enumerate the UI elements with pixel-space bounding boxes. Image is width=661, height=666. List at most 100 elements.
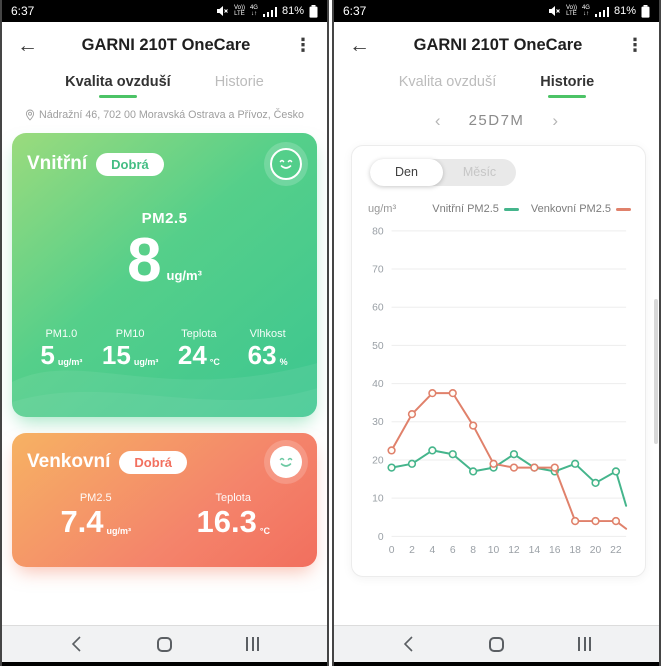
air-quality-content: Nádražní 46, 702 00 Moravská Ostrava a P…	[2, 99, 327, 625]
page-title: GARNI 210T OneCare	[413, 35, 583, 54]
stat-outdoor-pm25: PM2.5 7.4 ug/m³	[60, 492, 132, 539]
svg-text:12: 12	[508, 545, 520, 556]
legend-indoor-dash	[503, 207, 519, 211]
battery-percent: 81%	[281, 5, 304, 17]
screen-bottom-edge	[2, 662, 327, 666]
battery-icon	[641, 4, 650, 18]
pm25-line-chart: 0 10 20 30 40 50 60 70 80 0 2 4 6 8 10 12 14 16 18 20 22	[372, 226, 628, 556]
tab-air-quality[interactable]: Kvalita ovzduší	[63, 70, 173, 99]
indoor-main-unit: ug/m³	[166, 268, 202, 284]
legend-outdoor-dash	[616, 207, 631, 211]
svg-text:8: 8	[470, 545, 476, 556]
svg-text:50: 50	[372, 341, 384, 352]
indoor-quality-badge: Dobrá	[96, 152, 164, 176]
stat-pm1: PM1.0 5 ug/m³	[40, 328, 83, 371]
battery-icon	[309, 4, 318, 18]
nav-home-button[interactable]	[466, 629, 526, 659]
tab-history[interactable]: Historie	[538, 70, 596, 99]
svg-text:0: 0	[389, 545, 395, 556]
nav-back-icon	[404, 636, 413, 652]
indoor-title: Vnitřní	[27, 153, 88, 174]
svg-text:80: 80	[372, 226, 384, 237]
nav-recents-button[interactable]	[223, 629, 283, 659]
svg-text:2: 2	[409, 545, 415, 556]
chart-legend: ug/m³ Vnitřní PM2.5 Venkovní PM2.5	[368, 203, 631, 215]
legend-outdoor: Venkovní PM2.5	[531, 203, 631, 215]
signal-icon	[594, 6, 609, 17]
chart-area: 0 10 20 30 40 50 60 70 80 0 2 4 6 8 10 12 14 16 18 20 22	[362, 219, 635, 566]
nav-home-button[interactable]	[134, 629, 194, 659]
svg-text:70: 70	[372, 264, 384, 275]
tab-history[interactable]: Historie	[214, 74, 264, 90]
outdoor-stats-row: PM2.5 7.4 ug/m³ Teplota 16.3 °C	[27, 492, 302, 539]
date-next-button[interactable]: ›	[552, 111, 559, 130]
svg-text:20: 20	[590, 545, 602, 556]
back-button[interactable]: ←	[17, 33, 38, 57]
indoor-main-value: 8	[127, 226, 162, 295]
y-axis-unit-label: ug/m³	[368, 203, 397, 215]
android-nav-bar	[334, 625, 659, 662]
wave-decoration	[12, 363, 317, 417]
status-bar: 6:37 Vo)) LTE 4G ↓↑ 81%	[2, 0, 327, 22]
nav-back-button[interactable]	[46, 629, 106, 659]
history-chart-card: Den Měsíc ug/m³ Vnitřní PM2.5 Venkovní P…	[351, 145, 646, 577]
location-pin-icon	[25, 109, 35, 121]
mute-icon	[216, 6, 228, 16]
indoor-main-label: PM2.5	[141, 210, 188, 227]
back-button[interactable]: ←	[349, 33, 370, 57]
location-row: Nádražní 46, 702 00 Moravská Ostrava a P…	[2, 99, 327, 123]
app-header: ← GARNI 210T OneCare ⋮	[2, 22, 327, 68]
tab-bar: Kvalita ovzduší Historie	[334, 68, 659, 99]
scrollbar[interactable]	[654, 299, 658, 444]
stat-pm10: PM10 15 ug/m³	[101, 328, 159, 371]
date-label: 25D7M	[468, 112, 525, 129]
phone-left-air-quality: 6:37 Vo)) LTE 4G ↓↑ 81% ← GARNI 210T One…	[0, 0, 329, 666]
svg-text:16: 16	[549, 545, 561, 556]
svg-text:18: 18	[569, 545, 581, 556]
svg-text:10: 10	[372, 494, 384, 505]
tab-air-quality[interactable]: Kvalita ovzduší	[398, 74, 497, 90]
status-bar: 6:37 Vo)) LTE 4G ↓↑ 81%	[334, 0, 659, 22]
location-text: Nádražní 46, 702 00 Moravská Ostrava a P…	[39, 109, 304, 121]
android-nav-bar	[2, 625, 327, 662]
svg-text:20: 20	[372, 455, 384, 466]
outdoor-card: Venkovní Dobrá PM2.5 7.4 ug/m³ Teplota 16…	[12, 433, 317, 567]
toggle-month[interactable]: Měsíc	[462, 165, 497, 179]
toggle-day[interactable]: Den	[370, 159, 443, 186]
svg-text:22: 22	[610, 545, 622, 556]
network-4g-icon: 4G ↓↑	[581, 5, 590, 17]
overflow-menu-button[interactable]: ⋮	[626, 34, 644, 55]
nav-home-icon	[488, 636, 504, 652]
svg-text:10: 10	[488, 545, 500, 556]
network-4g-icon: 4G ↓↑	[249, 5, 258, 17]
svg-text:6: 6	[450, 545, 456, 556]
tab-bar: Kvalita ovzduší Historie	[2, 68, 327, 99]
svg-text:0: 0	[378, 532, 384, 543]
svg-text:60: 60	[372, 303, 384, 314]
outdoor-quality-badge: Dobrá	[119, 450, 187, 474]
screen-bottom-edge	[334, 662, 659, 666]
clock: 6:37	[343, 4, 367, 18]
overflow-menu-button[interactable]: ⋮	[294, 34, 312, 55]
date-navigation: ‹ 25D7M ›	[334, 99, 659, 133]
svg-text:30: 30	[372, 417, 384, 428]
indoor-stats-row: PM1.0 5 ug/m³ PM10 15 ug/m³ Teplota 24 °C V…	[27, 328, 302, 369]
nav-back-button[interactable]	[378, 629, 438, 659]
indoor-main-metric: PM2.5 8 ug/m³	[27, 210, 302, 292]
mute-icon	[548, 6, 560, 16]
happy-face-icon	[270, 148, 302, 180]
nav-recents-icon	[578, 637, 592, 651]
outdoor-title: Venkovní	[27, 451, 111, 472]
date-prev-button[interactable]: ‹	[434, 111, 441, 130]
volte-icon: Vo)) LTE	[565, 5, 577, 17]
app-header: ← GARNI 210T OneCare ⋮	[334, 22, 659, 68]
nav-home-icon	[156, 636, 172, 652]
svg-text:14: 14	[529, 545, 541, 556]
happy-face-icon	[270, 446, 302, 478]
history-content: ‹ 25D7M › Den Měsíc ug/m³ Vnitřní PM2.5	[334, 99, 659, 625]
volte-icon: Vo)) LTE	[233, 5, 245, 17]
nav-recents-button[interactable]	[555, 629, 615, 659]
period-toggle: Den Měsíc	[370, 159, 516, 186]
nav-recents-icon	[246, 637, 260, 651]
